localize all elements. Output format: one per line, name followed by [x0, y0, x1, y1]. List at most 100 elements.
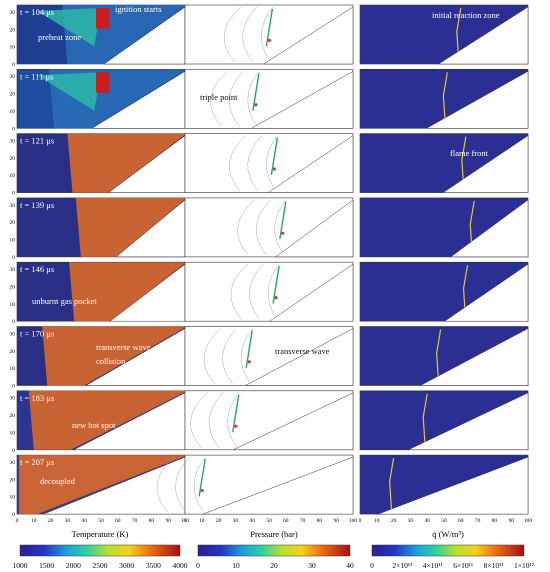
- colorbar-tick: 1×10¹²: [514, 561, 535, 570]
- colorbar-tick: 0: [196, 561, 200, 570]
- colorbar-title: Pressure (bar): [250, 529, 298, 539]
- annotation-label: transverse wave: [275, 346, 330, 356]
- annotation-label: new hot spot: [72, 420, 116, 430]
- y-tick-label: 30: [10, 10, 16, 16]
- time-label: t = 121 μs: [20, 136, 54, 146]
- annotation-label: unburnt gas pocket: [32, 296, 97, 306]
- colorbar-tick: 4000: [173, 561, 188, 570]
- y-tick-label: 10: [10, 238, 16, 244]
- panel-r5-c2: [359, 326, 529, 386]
- colorbar-tick: 2000: [66, 561, 81, 570]
- y-tick-label: 10: [10, 173, 16, 179]
- y-tick-label: 10: [10, 45, 16, 51]
- time-label: t = 139 μs: [20, 200, 54, 210]
- y-tick-label: 20: [10, 284, 16, 290]
- x-tick-label: 0: [16, 518, 19, 524]
- colorbar-tick: 1000: [13, 561, 28, 570]
- panel-r6-c2: [359, 390, 529, 451]
- colorbars: Temperature (K)1000 1500 2000 2500 3000 3500 4…: [13, 529, 535, 570]
- panel-grid: 0 10 20 30 t = 104 μs 0 10 20 30 t = 111 μs 0 10 20 3…: [10, 4, 529, 518]
- x-tick-label: 20: [48, 518, 54, 524]
- time-label: t = 170 μs: [20, 329, 54, 339]
- y-tick-label: 20: [10, 92, 16, 98]
- panel-r1-c0: 0 10 20 30 t = 111 μs: [10, 69, 186, 132]
- y-tick-label: 30: [10, 331, 16, 337]
- y-tick-label: 0: [12, 512, 15, 518]
- x-tick-label: 30: [65, 518, 71, 524]
- y-tick-label: 0: [12, 255, 15, 261]
- time-label: t = 207 μs: [20, 457, 54, 467]
- panel-r2-c1: [184, 133, 354, 193]
- annotation-label: flame front: [450, 148, 489, 158]
- y-tick-label: 20: [10, 349, 16, 355]
- colorbar-tick: 8×10¹¹: [484, 561, 504, 570]
- x-tick-label: 70: [300, 518, 306, 524]
- time-label: t = 111 μs: [20, 71, 54, 81]
- y-tick-label: 0: [12, 319, 15, 325]
- y-tick-label: 20: [10, 220, 16, 226]
- panel-r3-c1: [184, 197, 354, 258]
- x-tick-label: 80: [149, 518, 155, 524]
- x-tick-label: 90: [165, 518, 171, 524]
- x-tick-label: 80: [492, 518, 498, 524]
- x-tick-label: 50: [266, 518, 272, 524]
- y-tick-label: 20: [10, 156, 16, 162]
- x-tick-label: 50: [98, 518, 104, 524]
- panel-r0-c2: [359, 4, 529, 65]
- x-tick-label: 90: [333, 518, 339, 524]
- y-tick-label: 0: [12, 448, 15, 454]
- y-tick-label: 30: [10, 396, 16, 402]
- y-tick-label: 10: [10, 366, 16, 372]
- y-tick-label: 0: [12, 126, 15, 132]
- x-tick-label: 30: [233, 518, 239, 524]
- x-tick-label: 40: [81, 518, 87, 524]
- annotations: ignition starts preheat zone initial react…: [16, 4, 533, 524]
- annotation-label: triple point: [200, 92, 238, 102]
- colorbar-tick: 4×10¹¹: [423, 561, 443, 570]
- x-tick-label: 90: [508, 518, 514, 524]
- y-tick-label: 0: [12, 191, 15, 197]
- y-tick-label: 20: [10, 27, 16, 33]
- annotation-label: collision: [96, 356, 126, 366]
- panel-r1-c2: [359, 69, 529, 129]
- panel-r2-c0: 0 10 20 30 t = 121 μs: [10, 133, 186, 197]
- x-tick-label: 100: [349, 518, 358, 524]
- panel-r5-c1: [184, 326, 354, 386]
- colorbar-tick: 2500: [93, 561, 108, 570]
- panel-r4-c1: [184, 261, 354, 322]
- x-tick-label: 10: [199, 518, 205, 524]
- x-tick-label: 20: [216, 518, 222, 524]
- panel-r6-c0: 0 10 20 30 t = 183 μs: [10, 390, 186, 454]
- x-tick-label: 100: [524, 518, 533, 524]
- colorbar-title: Temperature (K): [72, 529, 129, 539]
- x-tick-label: 50: [441, 518, 447, 524]
- y-tick-label: 10: [10, 109, 16, 115]
- panel-r7-c0: 0 10 20 30 t = 207 μs: [10, 454, 186, 518]
- colorbar-title: q̇ (W/m³): [432, 529, 464, 539]
- colorbar-tick: 6×10¹¹: [453, 561, 473, 570]
- y-tick-label: 0: [12, 384, 15, 390]
- x-tick-label: 0: [359, 518, 362, 524]
- colorbar-tick: 0: [370, 561, 374, 570]
- x-tick-label: 10: [31, 518, 37, 524]
- panel-r3-c0: 0 10 20 30 t = 139 μs: [10, 197, 186, 261]
- x-tick-label: 20: [391, 518, 397, 524]
- y-tick-label: 0: [12, 62, 15, 68]
- panel-r3-c2: [359, 197, 529, 258]
- colorbar-tick: 10: [232, 561, 240, 570]
- x-tick-label: 60: [283, 518, 289, 524]
- time-label: t = 146 μs: [20, 264, 54, 274]
- y-tick-label: 30: [10, 203, 16, 209]
- x-tick-label: 30: [408, 518, 414, 524]
- time-label: t = 183 μs: [20, 393, 54, 403]
- time-label: t = 104 μs: [20, 7, 54, 17]
- annotation-label: ignition starts: [115, 4, 162, 14]
- panel-r7-c1: [156, 454, 354, 515]
- y-tick-label: 30: [10, 267, 16, 273]
- panel-r6-c1: [184, 390, 354, 451]
- x-tick-label: 10: [374, 518, 380, 524]
- y-tick-label: 30: [10, 460, 16, 466]
- panel-r2-c2: [359, 133, 529, 193]
- x-tick-label: 80: [317, 518, 323, 524]
